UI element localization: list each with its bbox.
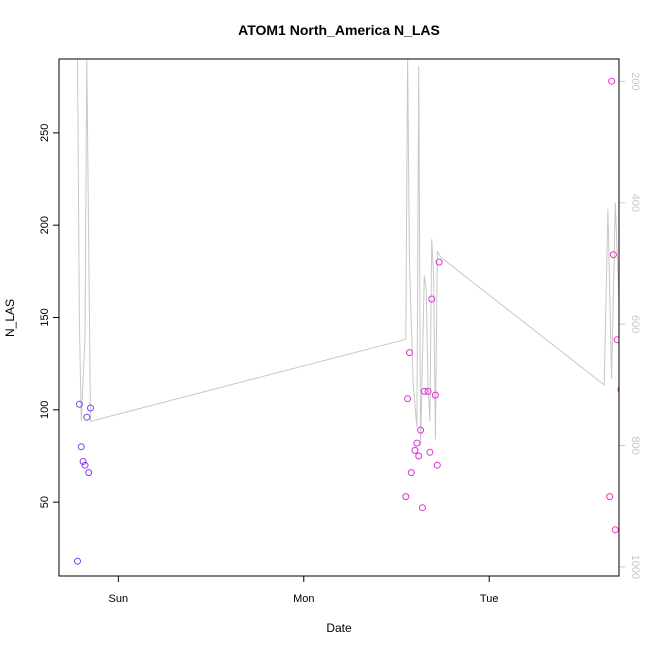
line-series-layer [77, 59, 619, 446]
y-tick-label: 100 [39, 401, 51, 419]
y-tick-label: 200 [39, 216, 51, 234]
scatter-point [609, 251, 617, 259]
scatter-point [606, 493, 614, 501]
scatter-point [402, 493, 410, 501]
scatter-point [74, 557, 81, 565]
axes-layer: 50 100 150 200 250 200 400 600 800 1000 Sun Mon Tue [39, 72, 641, 605]
scatter-point [418, 504, 426, 512]
scatter-point [411, 446, 419, 454]
scatter-point [620, 499, 626, 505]
x-axis-label: Date [326, 621, 352, 635]
scatter-point [87, 404, 94, 412]
scatter-point [435, 258, 443, 266]
scatter-point [404, 395, 412, 403]
y2-tick-label: 200 [629, 72, 641, 90]
scatter-point [85, 469, 93, 477]
scatter-point [424, 387, 432, 395]
scatter-point [426, 448, 434, 456]
y-axis-label: N_LAS [3, 299, 17, 337]
x-tick-label: Tue [480, 593, 499, 605]
x-tick-label: Sun [109, 593, 129, 605]
y-tick-label: 150 [39, 308, 51, 326]
scatter-point [75, 400, 83, 408]
scatter-point [420, 387, 428, 395]
scatter-point [431, 391, 439, 399]
x-tick-label: Mon [293, 593, 314, 605]
scatter-point [623, 422, 629, 428]
scatter-point [622, 468, 628, 474]
y2-tick-label: 600 [629, 315, 641, 333]
scatter-point [417, 426, 425, 434]
plot-frame [58, 58, 620, 577]
series-line [77, 59, 619, 446]
chart-title: ATOM1 North_America N_LAS [238, 22, 440, 38]
scatter-point [433, 461, 441, 469]
scatter-point [617, 386, 619, 393]
scatter-point [629, 462, 635, 468]
scatter-point [625, 411, 631, 417]
scatter-point [611, 526, 619, 534]
y-tick-label: 250 [39, 124, 51, 142]
y2-tick-label: 400 [629, 194, 641, 212]
scatter-point [415, 452, 423, 460]
y2-tick-label: 1000 [629, 555, 641, 579]
y-tick-label: 50 [39, 496, 51, 508]
scatter-points-layer [74, 77, 635, 565]
scatter-point [77, 443, 85, 451]
scatter-point [81, 461, 89, 469]
scatter-point [608, 77, 616, 85]
scatter-point [428, 295, 436, 303]
scatter-point [406, 349, 413, 357]
scatter-point [413, 439, 421, 447]
scatter-point [407, 469, 415, 477]
y2-tick-label: 800 [629, 436, 641, 454]
scatter-point [79, 458, 87, 465]
scatter-point [613, 336, 619, 344]
scatter-point [83, 413, 91, 421]
